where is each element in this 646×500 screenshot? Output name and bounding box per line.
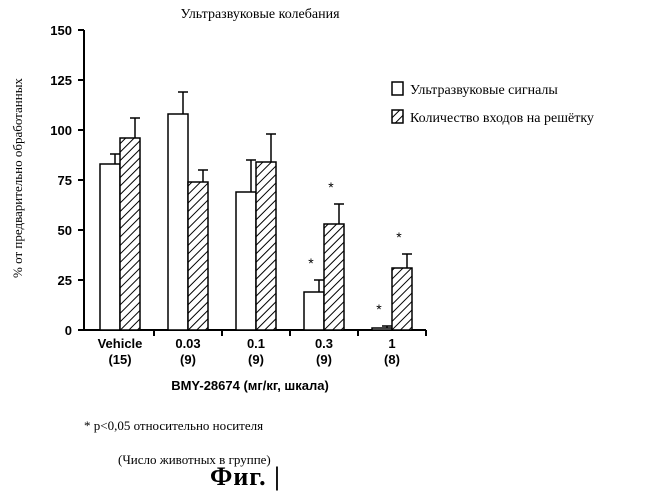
group-size-label: (8) [384, 352, 400, 367]
significance-star: * [376, 301, 382, 317]
legend-label: Количество входов на решётку [410, 111, 594, 126]
group-size-label: (15) [108, 352, 131, 367]
significance-star: * [396, 229, 402, 245]
legend-swatch-hatched [391, 109, 404, 124]
bar-chart: Ультразвуковые колебания % от предварите… [10, 7, 594, 393]
bar-grid-crossings [391, 267, 413, 331]
x-tick-label: Vehicle [98, 336, 143, 351]
group-size-label: (9) [248, 352, 264, 367]
x-tick-label: 1 [388, 336, 395, 351]
legend-label: Ультразвуковые сигналы [410, 83, 558, 98]
chart-title: Ультразвуковые колебания [180, 7, 340, 22]
y-tick-label: 75 [58, 173, 72, 188]
bar-grid-crossings [119, 137, 141, 331]
figure-caption: Фиг. | [210, 462, 281, 491]
bar-ultrasound-signals [99, 163, 121, 331]
x-axis: Vehicle(15)0.03(9)0.1(9)0.3(9)1(8) [84, 329, 427, 367]
y-tick-label: 100 [50, 123, 72, 138]
y-tick-label: 50 [58, 223, 72, 238]
y-tick-label: 150 [50, 23, 72, 38]
bar-grid-crossings [255, 161, 277, 331]
significance-marker: * [84, 418, 91, 433]
bar-grid-crossings [323, 223, 345, 331]
group-size-label: (9) [316, 352, 332, 367]
y-axis-label: % от предварительно обработанных [10, 78, 25, 278]
bar-ultrasound-signals [303, 291, 325, 331]
x-tick-label: 0.3 [315, 336, 333, 351]
x-axis-label: BMY-28674 (мг/кг, шкала) [171, 378, 329, 393]
group-size-note: (Число животных в группе) [118, 452, 271, 467]
bar-ultrasound-signals [167, 113, 189, 331]
bar-grid-crossings [187, 181, 209, 331]
bars: * * * * [99, 91, 413, 331]
bar-ultrasound-signals [371, 327, 393, 331]
significance-note: * p<0,05 относительно носителя [84, 418, 263, 434]
y-tick-label: 0 [65, 323, 72, 338]
y-tick-label: 125 [50, 73, 72, 88]
legend: Ультразвуковые сигналы Количество входов … [391, 81, 594, 126]
group-size-label: (9) [180, 352, 196, 367]
x-tick-label: 0.03 [175, 336, 200, 351]
legend-swatch-open [391, 81, 404, 96]
x-tick-label: 0.1 [247, 336, 265, 351]
y-axis: 0 25 50 75 100 125 150 [50, 23, 85, 338]
significance-star: * [308, 255, 314, 271]
y-tick-label: 25 [58, 273, 72, 288]
bar-ultrasound-signals [235, 191, 257, 331]
significance-text: p<0,05 относительно носителя [93, 418, 264, 433]
significance-star: * [328, 179, 334, 195]
